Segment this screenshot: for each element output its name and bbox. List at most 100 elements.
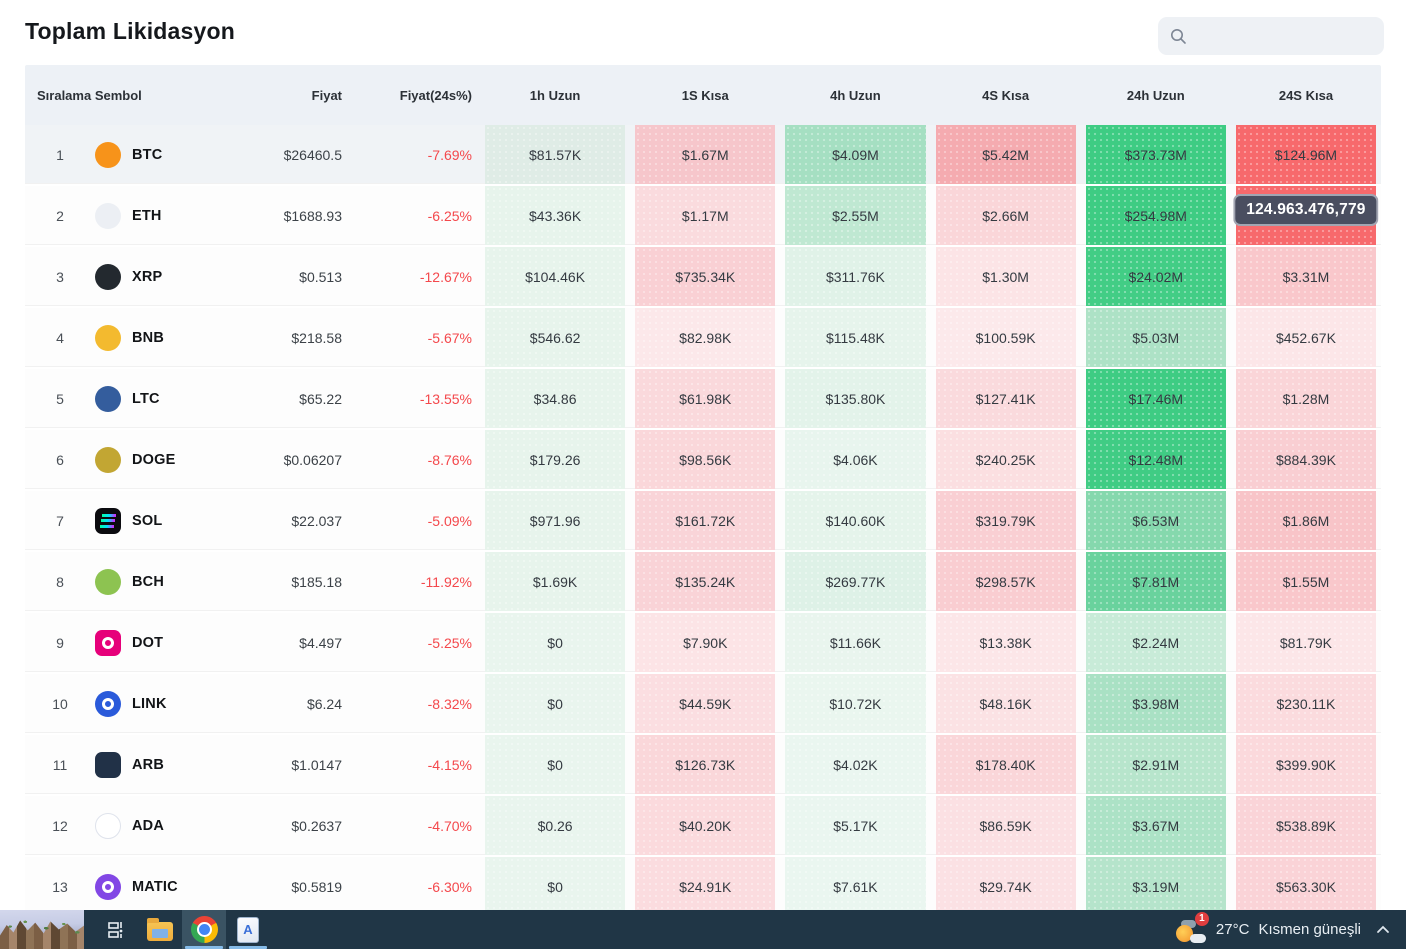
liq-cell-1h-uzun[interactable]: $546.62 xyxy=(485,308,626,367)
table-row-ltc[interactable]: 5 LTC $65.22 -13.55% $34.86 $61.98K $135.80K $1… xyxy=(25,369,1381,430)
liq-cell-24h-uzun[interactable]: $6.53M xyxy=(1085,491,1226,550)
liq-cell-4s-kisa[interactable]: $5.42M xyxy=(935,125,1076,184)
liq-cell-1h-uzun[interactable]: $0.26 xyxy=(485,796,626,855)
symbol-cell[interactable]: LINK xyxy=(95,674,245,733)
liq-cell-1h-uzun[interactable]: $104.46K xyxy=(485,247,626,306)
liq-cell-4s-kisa[interactable]: $86.59K xyxy=(935,796,1076,855)
table-row-bnb[interactable]: 4 BNB $218.58 -5.67% $546.62 $82.98K $115.48K $… xyxy=(25,308,1381,369)
table-row-sol[interactable]: 7 SOL $22.037 -5.09% $971.96 $161.72K $140.60K… xyxy=(25,491,1381,552)
liq-cell-24s-kisa[interactable]: $124.96M xyxy=(1235,125,1377,184)
column-header-5[interactable]: 4h Uzun xyxy=(830,87,881,103)
liq-cell-1h-uzun[interactable]: $0 xyxy=(485,674,626,733)
liq-cell-1h-uzun[interactable]: $81.57K xyxy=(485,125,626,184)
document-app-icon[interactable]: A xyxy=(226,910,270,949)
liq-cell-24h-uzun[interactable]: $24.02M xyxy=(1085,247,1226,306)
symbol-cell[interactable]: ARB xyxy=(95,735,245,794)
liq-cell-1s-kisa[interactable]: $98.56K xyxy=(635,430,776,489)
liq-cell-4h-uzun[interactable]: $4.09M xyxy=(785,125,926,184)
liq-cell-4s-kisa[interactable]: $13.38K xyxy=(935,613,1076,672)
table-row-bch[interactable]: 8 BCH $185.18 -11.92% $1.69K $135.24K $269.77K… xyxy=(25,552,1381,613)
liq-cell-1s-kisa[interactable]: $40.20K xyxy=(635,796,776,855)
liq-cell-24s-kisa[interactable]: $3.31M xyxy=(1235,247,1377,306)
liq-cell-1s-kisa[interactable]: $24.91K xyxy=(635,857,776,916)
table-row-eth[interactable]: 2 ETH $1688.93 -6.25% $43.36K $1.17M $2.55M $2.… xyxy=(25,186,1381,247)
liq-cell-24s-kisa[interactable]: $1.86M xyxy=(1235,491,1377,550)
liq-cell-24h-uzun[interactable]: $2.91M xyxy=(1085,735,1226,794)
liq-cell-4h-uzun[interactable]: $10.72K xyxy=(785,674,926,733)
liq-cell-1s-kisa[interactable]: $61.98K xyxy=(635,369,776,428)
column-header-3[interactable]: 1h Uzun xyxy=(529,87,581,103)
liq-cell-24s-kisa[interactable]: $230.11K xyxy=(1235,674,1377,733)
liq-cell-1h-uzun[interactable]: $43.36K xyxy=(485,186,626,245)
liq-cell-4s-kisa[interactable]: $1.30M xyxy=(935,247,1076,306)
liq-cell-4h-uzun[interactable]: $11.66K xyxy=(785,613,926,672)
liq-cell-1h-uzun[interactable]: $0 xyxy=(485,857,626,916)
liq-cell-4s-kisa[interactable]: $2.66M xyxy=(935,186,1076,245)
liq-cell-1h-uzun[interactable]: $0 xyxy=(485,735,626,794)
liq-cell-4h-uzun[interactable]: $140.60K xyxy=(785,491,926,550)
liq-cell-4s-kisa[interactable]: $127.41K xyxy=(935,369,1076,428)
symbol-cell[interactable]: BNB xyxy=(95,308,245,367)
table-row-arb[interactable]: 11 ARB $1.0147 -4.15% $0 $126.73K $4.02K $178.4… xyxy=(25,735,1381,796)
liq-cell-4h-uzun[interactable]: $115.48K xyxy=(785,308,926,367)
liq-cell-4h-uzun[interactable]: $4.02K xyxy=(785,735,926,794)
symbol-cell[interactable]: LTC xyxy=(95,369,245,428)
liq-cell-1s-kisa[interactable]: $135.24K xyxy=(635,552,776,611)
file-explorer-icon[interactable] xyxy=(138,910,182,949)
table-row-btc[interactable]: 1 BTC $26460.5 -7.69% $81.57K $1.67M $4.09M $5.… xyxy=(25,125,1381,186)
liq-cell-4s-kisa[interactable]: $29.74K xyxy=(935,857,1076,916)
column-header-0[interactable]: Sıralama Sembol xyxy=(37,87,142,103)
liq-cell-24s-kisa[interactable]: $884.39K xyxy=(1235,430,1377,489)
column-header-6[interactable]: 4S Kısa xyxy=(982,87,1030,103)
liq-cell-4h-uzun[interactable]: $4.06K xyxy=(785,430,926,489)
liq-cell-24h-uzun[interactable]: $5.03M xyxy=(1085,308,1226,367)
liq-cell-4s-kisa[interactable]: $100.59K xyxy=(935,308,1076,367)
liq-cell-4s-kisa[interactable]: $298.57K xyxy=(935,552,1076,611)
symbol-cell[interactable]: BTC xyxy=(95,125,245,184)
liq-cell-24s-kisa[interactable]: $538.89K xyxy=(1235,796,1377,855)
liq-cell-24h-uzun[interactable]: $3.19M xyxy=(1085,857,1226,916)
liq-cell-4h-uzun[interactable]: $135.80K xyxy=(785,369,926,428)
liq-cell-1s-kisa[interactable]: $126.73K xyxy=(635,735,776,794)
table-row-dot[interactable]: 9 DOT $4.497 -5.25% $0 $7.90K $11.66K $13.38K $2… xyxy=(25,613,1381,674)
liq-cell-4s-kisa[interactable]: $240.25K xyxy=(935,430,1076,489)
liq-cell-24s-kisa[interactable]: $1.55M xyxy=(1235,552,1377,611)
liq-cell-1s-kisa[interactable]: $1.67M xyxy=(635,125,776,184)
liq-cell-4s-kisa[interactable]: $319.79K xyxy=(935,491,1076,550)
symbol-cell[interactable]: BCH xyxy=(95,552,245,611)
symbol-cell[interactable]: XRP xyxy=(95,247,245,306)
liq-cell-1h-uzun[interactable]: $179.26 xyxy=(485,430,626,489)
symbol-cell[interactable]: MATIC xyxy=(95,857,245,916)
table-row-link[interactable]: 10 LINK $6.24 -8.32% $0 $44.59K $10.72K $48.16K… xyxy=(25,674,1381,735)
liq-cell-4h-uzun[interactable]: $269.77K xyxy=(785,552,926,611)
liq-cell-4s-kisa[interactable]: $48.16K xyxy=(935,674,1076,733)
chrome-icon[interactable] xyxy=(182,910,226,949)
liq-cell-24s-kisa[interactable]: $81.79K xyxy=(1235,613,1377,672)
liq-cell-1h-uzun[interactable]: $0 xyxy=(485,613,626,672)
column-header-4[interactable]: 1S Kısa xyxy=(681,87,729,103)
liq-cell-24h-uzun[interactable]: $3.98M xyxy=(1085,674,1226,733)
symbol-cell[interactable]: DOT xyxy=(95,613,245,672)
liq-cell-1s-kisa[interactable]: $161.72K xyxy=(635,491,776,550)
wallpaper-thumbnail[interactable] xyxy=(0,910,84,949)
liq-cell-24s-kisa[interactable]: 124.963.476,779 xyxy=(1233,186,1379,245)
liq-cell-24h-uzun[interactable]: $7.81M xyxy=(1085,552,1226,611)
liq-cell-24h-uzun[interactable]: $17.46M xyxy=(1085,369,1226,428)
liq-cell-24s-kisa[interactable]: $452.67K xyxy=(1235,308,1377,367)
liq-cell-4h-uzun[interactable]: $7.61K xyxy=(785,857,926,916)
column-header-8[interactable]: 24S Kısa xyxy=(1278,87,1334,103)
liq-cell-1s-kisa[interactable]: $1.17M xyxy=(635,186,776,245)
liq-cell-4h-uzun[interactable]: $311.76K xyxy=(785,247,926,306)
column-header-2[interactable]: Fiyat(24s%) xyxy=(399,87,472,103)
liq-cell-1s-kisa[interactable]: $735.34K xyxy=(635,247,776,306)
liq-cell-24h-uzun[interactable]: $254.98M xyxy=(1085,186,1226,245)
table-row-ada[interactable]: 12 ADA $0.2637 -4.70% $0.26 $40.20K $5.17K $86.… xyxy=(25,796,1381,857)
column-header-7[interactable]: 24h Uzun xyxy=(1126,87,1185,103)
liq-cell-24h-uzun[interactable]: $2.24M xyxy=(1085,613,1226,672)
symbol-cell[interactable]: ADA xyxy=(95,796,245,855)
symbol-cell[interactable]: SOL xyxy=(95,491,245,550)
sliders-icon[interactable] xyxy=(94,910,138,949)
column-header-1[interactable]: Fiyat xyxy=(311,87,342,103)
liq-cell-1h-uzun[interactable]: $971.96 xyxy=(485,491,626,550)
liq-cell-24s-kisa[interactable]: $563.30K xyxy=(1235,857,1377,916)
